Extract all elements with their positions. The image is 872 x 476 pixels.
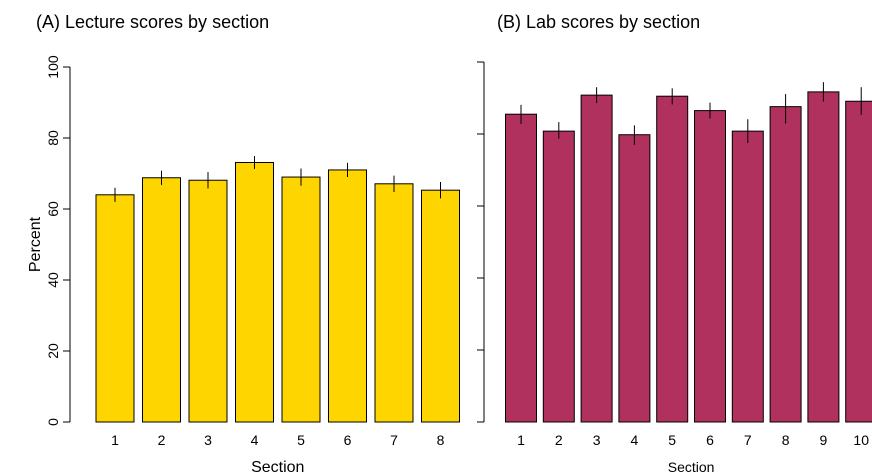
bar-section-4 [235,161,274,423]
bar-section-4 [618,134,651,423]
x-axis-label: Section [251,459,304,476]
x-tick-label: 6 [344,432,352,448]
bar-section-10 [845,100,872,423]
x-tick-label: 5 [297,432,305,448]
bar-section-8 [421,189,460,423]
x-tick-label: 1 [517,432,525,448]
x-tick-label: 3 [204,432,212,448]
x-tick-label: 9 [820,432,828,448]
bar-section-9 [807,91,840,423]
chart-title: (B) Lab scores by section [497,12,700,32]
x-tick-label: 7 [390,432,398,448]
x-tick-label: 5 [668,432,676,448]
x-tick-label: 6 [706,432,714,448]
bar-section-3 [580,94,613,423]
y-tick-label: 40 [45,272,61,288]
x-tick-label: 7 [744,432,752,448]
y-tick-label: 80 [45,130,61,146]
bar-section-1 [505,113,537,423]
bar-section-2 [142,177,181,423]
y-tick-label: 20 [45,343,61,359]
bar-section-7 [374,183,414,423]
y-axis-label: Percent [27,216,44,272]
bar-section-2 [542,130,575,423]
x-tick-label: 8 [437,432,445,448]
x-tick-label: 8 [782,432,790,448]
y-tick-label: 100 [45,55,61,79]
x-tick-label: 4 [251,432,259,448]
bar-section-5 [656,95,689,423]
chart-panel-a: (A) Lecture scores by section 0 20 40 60 80 10… [27,12,460,476]
y-tick-label: 60 [45,201,61,217]
chart-title: (A) Lecture scores by section [36,12,269,32]
y-tick-label: 0 [45,418,61,426]
bar-section-5 [281,176,321,423]
bar-section-6 [328,169,367,423]
x-tick-label: 2 [158,432,166,448]
x-axis-label: Section [668,459,715,475]
x-tick-label: 4 [631,432,639,448]
x-tick-label: 2 [555,432,563,448]
bar-section-3 [188,179,228,423]
x-tick-label: 10 [853,432,869,448]
bar-section-8 [769,106,802,423]
x-tick-label: 3 [593,432,601,448]
chart-panel-b: (B) Lab scores by section 1 2 3 4 5 6 7 8 9 10 Sect… [477,12,872,475]
bar-section-7 [731,130,764,423]
bar-section-1 [95,194,135,423]
bar-section-6 [694,110,726,423]
x-tick-label: 1 [111,432,119,448]
